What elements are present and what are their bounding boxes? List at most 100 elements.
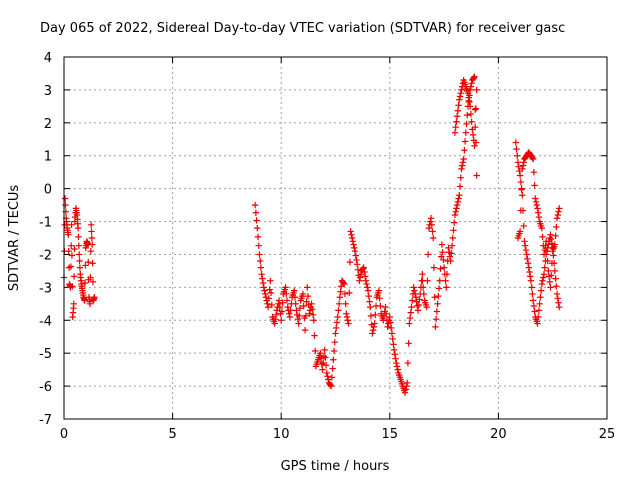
data-point xyxy=(259,279,267,287)
data-point xyxy=(551,241,559,248)
data-point xyxy=(87,247,94,255)
data-point xyxy=(420,290,428,298)
data-point xyxy=(362,277,370,284)
data-point xyxy=(519,165,526,173)
data-point xyxy=(463,120,470,128)
data-point xyxy=(459,162,466,169)
data-point xyxy=(448,250,455,257)
data-point xyxy=(264,303,272,311)
data-point xyxy=(452,124,459,131)
data-point xyxy=(266,286,273,293)
data-point xyxy=(520,222,527,230)
data-point xyxy=(516,228,524,235)
data-point xyxy=(534,320,541,327)
data-point xyxy=(312,347,319,355)
data-point xyxy=(261,287,268,294)
data-point xyxy=(322,362,330,369)
data-point xyxy=(282,284,289,291)
data-point xyxy=(440,256,447,264)
data-point xyxy=(451,129,459,136)
data-point xyxy=(275,300,282,308)
series-segment-4 xyxy=(451,76,480,150)
data-point xyxy=(259,275,266,282)
data-point xyxy=(456,183,464,190)
data-point xyxy=(534,205,541,212)
data-points xyxy=(60,73,563,396)
data-point xyxy=(350,241,357,248)
data-point xyxy=(356,277,363,284)
data-point xyxy=(89,241,96,248)
data-point xyxy=(428,221,435,229)
data-point xyxy=(469,131,477,139)
data-point xyxy=(291,287,298,294)
data-point xyxy=(548,235,555,243)
data-point xyxy=(451,219,458,226)
data-point xyxy=(435,285,443,292)
data-point xyxy=(471,142,478,150)
data-point xyxy=(86,300,94,308)
data-point xyxy=(300,302,307,310)
data-point xyxy=(324,373,331,380)
data-point xyxy=(536,300,543,308)
data-point xyxy=(329,365,336,372)
plot-frame xyxy=(63,56,608,420)
data-point xyxy=(371,320,378,327)
data-point xyxy=(465,94,472,101)
data-point xyxy=(443,284,450,291)
data-point xyxy=(256,251,263,258)
data-point xyxy=(287,307,294,314)
data-point xyxy=(453,113,461,120)
y-tick-label: 1 xyxy=(44,150,52,165)
data-point xyxy=(327,382,335,390)
data-point xyxy=(253,217,260,224)
data-point xyxy=(87,221,95,229)
data-point xyxy=(89,278,97,286)
x-axis-label: GPS time / hours xyxy=(281,459,390,474)
data-point xyxy=(460,155,467,163)
y-tick-label: -1 xyxy=(39,216,52,231)
data-point xyxy=(452,208,459,215)
data-point xyxy=(361,273,369,280)
data-point xyxy=(458,165,465,173)
data-point xyxy=(76,251,83,258)
data-point xyxy=(405,340,412,347)
data-point xyxy=(317,349,324,357)
y-tick-label: -5 xyxy=(39,347,52,362)
data-point xyxy=(419,284,427,291)
data-point xyxy=(337,288,344,295)
x-tick-label: 20 xyxy=(490,427,507,442)
y-tick-label: 3 xyxy=(44,84,52,99)
data-point xyxy=(265,295,273,302)
data-point xyxy=(411,287,418,294)
data-point xyxy=(554,295,561,302)
data-point xyxy=(409,297,416,304)
data-point xyxy=(433,308,441,315)
data-point xyxy=(552,232,559,240)
data-point xyxy=(524,260,532,267)
data-point xyxy=(68,242,75,249)
data-point xyxy=(540,251,548,258)
data-point xyxy=(393,359,400,367)
data-point xyxy=(365,292,373,300)
data-point xyxy=(535,209,542,216)
data-point xyxy=(377,302,384,310)
data-point xyxy=(442,277,449,284)
data-point xyxy=(529,290,536,298)
data-point xyxy=(67,263,75,270)
data-point xyxy=(414,302,421,310)
data-point xyxy=(89,260,96,267)
data-point xyxy=(308,300,315,308)
data-point xyxy=(309,306,316,313)
data-point xyxy=(546,234,554,242)
data-point xyxy=(76,257,83,265)
series-segment-3 xyxy=(419,73,480,331)
data-point xyxy=(540,271,548,278)
data-point xyxy=(262,294,270,301)
data-point xyxy=(88,228,95,235)
data-point xyxy=(74,224,82,232)
data-point xyxy=(512,139,519,146)
data-point xyxy=(424,277,431,284)
data-point xyxy=(542,238,550,245)
y-tick-label: -2 xyxy=(39,248,52,263)
data-point xyxy=(343,310,350,317)
